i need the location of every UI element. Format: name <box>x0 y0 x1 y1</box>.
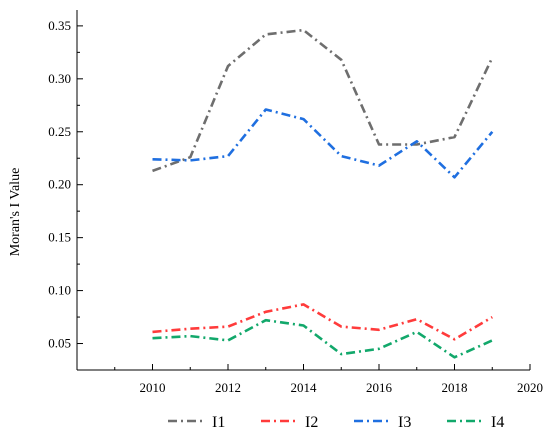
legend-label-i2: I2 <box>305 414 318 431</box>
series-line-i4 <box>152 318 493 359</box>
y-tick-label: 0.10 <box>48 283 71 298</box>
y-axis-title: Moran's I Value <box>8 168 23 257</box>
y-tick-label: 0.15 <box>48 230 71 245</box>
x-tick-label: 2010 <box>140 380 166 395</box>
y-tick-label: 0.20 <box>48 177 71 192</box>
legend-label-i3: I3 <box>398 414 411 431</box>
series-line-i3 <box>152 108 494 179</box>
y-tick-label: 0.25 <box>48 124 71 139</box>
x-tick-label: 2018 <box>442 380 468 395</box>
y-tick-label: 0.35 <box>48 18 71 33</box>
y-tick-label: 0.30 <box>48 71 71 86</box>
x-tick-label: 2020 <box>517 380 543 395</box>
series-line-i2 <box>152 303 493 341</box>
legend-label-i4: I4 <box>491 414 504 431</box>
legend: I1 I2 I3 I4 <box>168 414 504 431</box>
x-tick-label: 2012 <box>215 380 241 395</box>
legend-label-i1: I1 <box>212 414 225 431</box>
x-tick-label: 2016 <box>366 380 393 395</box>
series-line-i1 <box>152 28 494 173</box>
x-tick-label: 2014 <box>291 380 318 395</box>
y-tick-label: 0.05 <box>48 336 71 351</box>
plot-area: 0.05 0.10 0.15 0.20 0.25 0.30 0.35 2010 2012 2014… <box>48 10 543 395</box>
